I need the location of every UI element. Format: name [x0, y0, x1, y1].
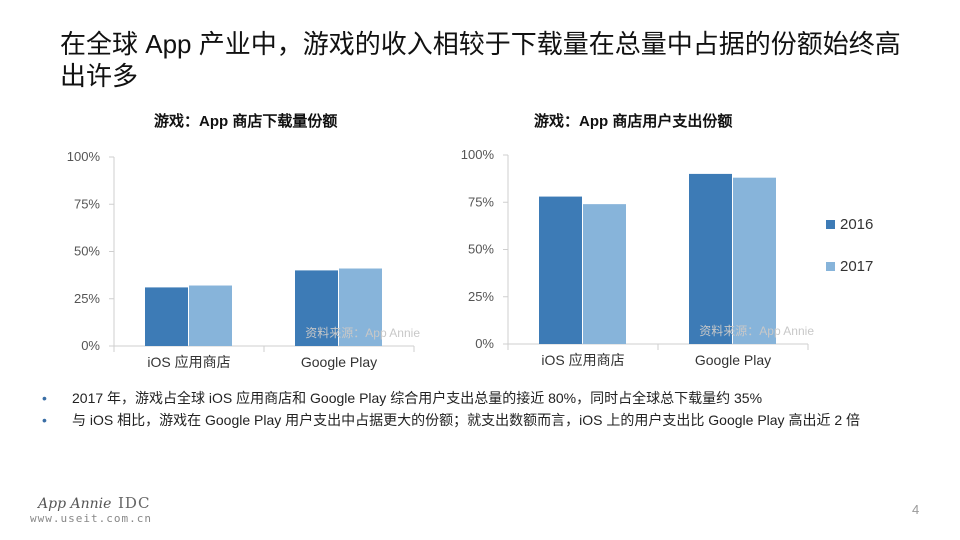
bar-2016-0 [539, 196, 582, 344]
app-annie-logo: App Annie [38, 496, 112, 512]
legend-label-2017: 2017 [840, 258, 874, 275]
bar-2016-1 [295, 270, 338, 346]
source-note: 资料来源：App Annie [699, 324, 814, 338]
bar-2016-1 [689, 173, 732, 344]
watermark-url: www.useit.com.cn [30, 512, 152, 525]
y-tick-label: 75% [74, 196, 100, 211]
legend-swatch-2017 [826, 262, 835, 271]
chart-title-downloads: 游戏：App 商店下载量份额 [154, 113, 338, 130]
y-tick-label: 25% [74, 291, 100, 306]
y-tick-label: 0% [81, 338, 100, 353]
bar-2017-0 [583, 204, 626, 344]
bar-2017-1 [339, 268, 382, 346]
x-category-label: Google Play [695, 352, 771, 368]
y-tick-label: 50% [74, 244, 100, 259]
legend-item-2017: 2017 [826, 258, 873, 275]
legend-label-2016: 2016 [840, 216, 874, 233]
bullet-dot: • [42, 412, 47, 428]
bullet-text: 与 iOS 相比，游戏在 Google Play 用户支出中占据更大的份额；就支… [72, 412, 861, 428]
y-tick-label: 75% [468, 194, 494, 209]
chart-title-spending: 游戏：App 商店用户支出份额 [534, 113, 733, 130]
y-tick-label: 100% [67, 149, 101, 164]
source-note: 资料来源：App Annie [305, 326, 420, 340]
slide-title: 在全球 App 产业中，游戏的收入相较于下载量在总量中占据的份额始终高出许多 [60, 29, 901, 91]
bullet-item: • 2017 年，游戏占全球 iOS 应用商店和 Google Play 综合用… [42, 387, 912, 409]
bullet-item: • 与 iOS 相比，游戏在 Google Play 用户支出中占据更大的份额；… [42, 409, 912, 431]
bullet-list: • 2017 年，游戏占全球 iOS 应用商店和 Google Play 综合用… [42, 387, 912, 431]
bar-2017-1 [733, 177, 776, 344]
y-tick-label: 100% [461, 147, 495, 162]
legend-swatch-2016 [826, 220, 835, 229]
y-tick-label: 25% [468, 289, 494, 304]
bar-2017-0 [189, 285, 232, 346]
legend-item-2016: 2016 [826, 216, 873, 233]
y-tick-label: 50% [468, 242, 494, 257]
y-tick-label: 0% [475, 336, 494, 351]
x-category-label: Google Play [301, 354, 377, 370]
bar-2016-0 [145, 287, 188, 346]
page-number: 4 [912, 502, 920, 517]
idc-logo: IDC [118, 494, 151, 512]
bullet-dot: • [42, 390, 47, 406]
x-category-label: iOS 应用商店 [541, 352, 624, 368]
x-category-label: iOS 应用商店 [147, 354, 230, 370]
bullet-text: 2017 年，游戏占全球 iOS 应用商店和 Google Play 综合用户支… [72, 390, 763, 406]
